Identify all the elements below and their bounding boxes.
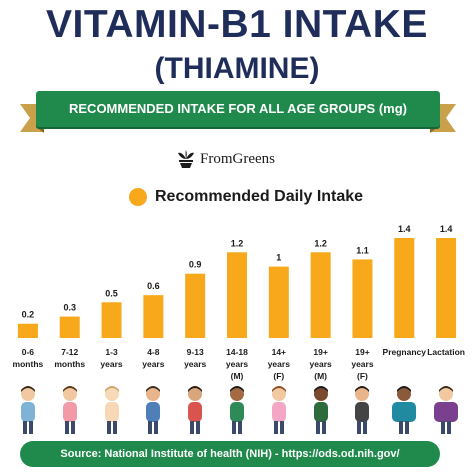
- category-label: 14-18: [226, 347, 248, 357]
- teen-boy-icon: [230, 386, 244, 434]
- bar: [268, 266, 289, 338]
- mother-infant-icon: [62, 386, 77, 434]
- plant-pot-icon: [178, 150, 194, 168]
- category-label: years: [268, 359, 290, 369]
- category-label: Lactation: [427, 347, 465, 357]
- category-label: (F): [273, 371, 284, 381]
- bar: [59, 316, 80, 338]
- category-label: 19+: [355, 347, 369, 357]
- data-label: 0.6: [147, 281, 160, 291]
- category-label: years: [226, 359, 248, 369]
- legend-swatch: [129, 188, 147, 206]
- banner: RECOMMENDED INTAKE FOR ALL AGE GROUPS (m…: [36, 91, 440, 127]
- pregnant-woman-icon: [392, 386, 417, 434]
- category-label: years: [184, 359, 206, 369]
- data-label: 1.2: [314, 238, 327, 248]
- data-label: 1.2: [231, 238, 244, 248]
- category-label: 19+: [313, 347, 327, 357]
- man-icon: [313, 386, 328, 434]
- data-label: 1: [276, 253, 281, 263]
- legend-label: Recommended Daily Intake: [155, 188, 364, 205]
- category-label: years: [100, 359, 122, 369]
- page-subtitle: (THIAMINE): [154, 52, 320, 85]
- brand-name: FromGreens: [200, 150, 275, 167]
- category-label: months: [13, 359, 44, 369]
- category-label: years: [351, 359, 373, 369]
- data-label: 1.4: [440, 224, 453, 234]
- chart-legend: Recommended Daily Intake: [129, 188, 363, 206]
- toddler-icon: [104, 386, 119, 434]
- brand-logo: FromGreens: [176, 148, 275, 170]
- bar: [17, 323, 38, 338]
- data-label: 0.5: [105, 288, 118, 298]
- category-label: (M): [314, 371, 327, 381]
- source-footer: Source: National Institute of health (NI…: [20, 441, 440, 467]
- bar: [101, 302, 122, 338]
- preteen-icon: [188, 386, 203, 434]
- teen-girl-icon: [271, 386, 286, 434]
- data-label: 1.4: [398, 224, 411, 234]
- category-label: 7-12: [61, 347, 78, 357]
- page-title: VITAMIN-B1 INTAKE: [46, 3, 428, 46]
- child-icon: [146, 386, 161, 434]
- bar: [394, 238, 415, 338]
- category-label: 0-6: [22, 347, 35, 357]
- bar: [143, 295, 164, 338]
- bar-chart: 0.2 0-6 months 0.3 7-12 months 0.5 1-3 years 0.6 4…: [13, 224, 465, 381]
- data-label: 0.2: [22, 310, 35, 320]
- bar: [436, 238, 457, 338]
- category-label: 1-3: [105, 347, 118, 357]
- category-label: Pregnancy: [383, 347, 427, 357]
- category-label: (F): [357, 371, 368, 381]
- category-label: 4-8: [147, 347, 160, 357]
- data-label: 0.3: [63, 303, 76, 313]
- category-label: years: [142, 359, 164, 369]
- category-label: years: [310, 359, 332, 369]
- woman-icon: [355, 386, 370, 434]
- data-label: 0.9: [189, 260, 202, 270]
- category-label: 14+: [272, 347, 286, 357]
- data-label: 1.1: [356, 245, 369, 255]
- bar: [352, 259, 373, 338]
- bar: [310, 252, 331, 338]
- bar: [185, 273, 206, 338]
- age-group-illustrations: [0, 384, 474, 436]
- bar: [227, 252, 247, 338]
- category-label: 9-13: [187, 347, 204, 357]
- nursing-mother-icon: [434, 386, 459, 434]
- mother-baby-icon: [20, 386, 35, 434]
- category-label: months: [54, 359, 85, 369]
- category-label: (M): [231, 371, 244, 381]
